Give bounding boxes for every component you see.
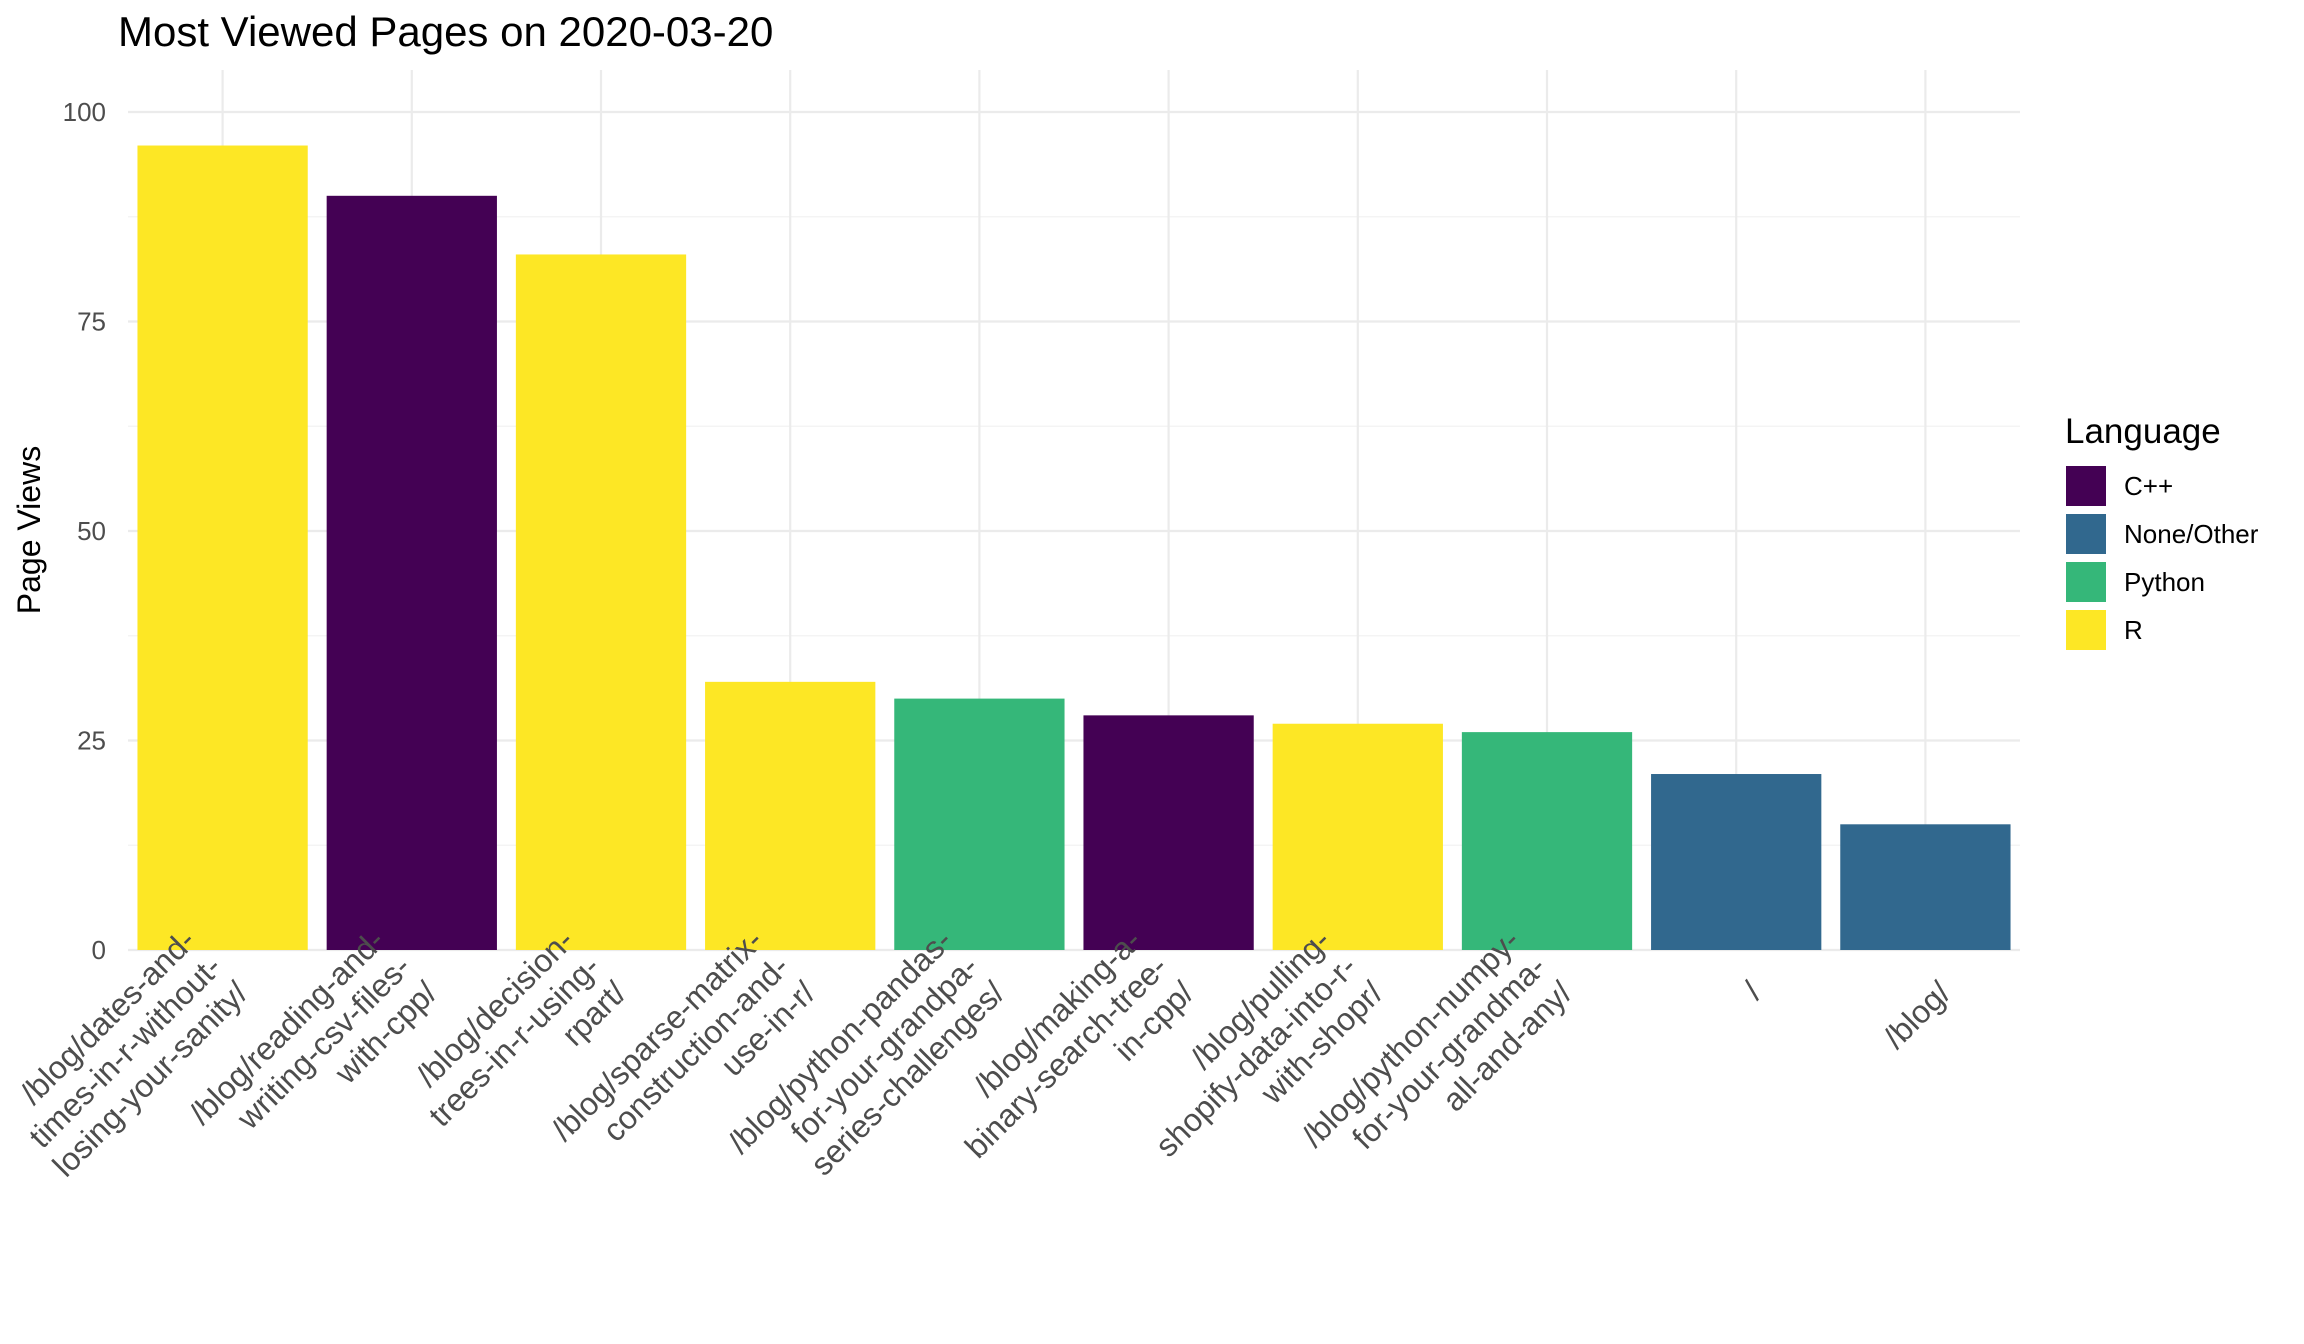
y-axis-label: Page Views [11,446,47,614]
legend-label: C++ [2124,471,2173,501]
bar [326,195,497,951]
bar [515,254,687,950]
x-tick-label-line: /blog/ [1877,974,1958,1055]
bars-layer [137,145,2011,951]
y-tick-label: 75 [77,307,106,337]
legend-label: R [2124,615,2143,645]
legend: Language C++ None/Other Python R [2065,412,2259,650]
bar [137,145,308,950]
legend-label: None/Other [2124,519,2259,549]
legend-label: Python [2124,567,2205,597]
x-tick-label: /blog/dates-and-times-in-r-without-losin… [13,922,254,1183]
bar [1272,723,1443,950]
x-tick-label: /blog/reading-and-writing-csv-files-with… [182,922,444,1136]
y-tick-label: 25 [77,726,106,756]
x-tick-label: / [1736,974,1768,1006]
legend-swatch [2066,562,2106,602]
bar [894,698,1065,950]
chart-title: Most Viewed Pages on 2020-03-20 [118,8,773,55]
y-tick-label: 100 [63,97,106,127]
legend-swatch [2066,610,2106,650]
legend-swatch [2066,466,2106,506]
bar [1083,715,1254,950]
bar [705,681,876,950]
x-axis-ticks: /blog/dates-and-times-in-r-without-losin… [13,922,1958,1183]
x-tick-label: /blog/ [1877,974,1958,1055]
legend-title: Language [2065,412,2221,451]
x-tick-label-line: / [1736,974,1768,1006]
bar [1840,824,2011,950]
legend-swatch [2066,514,2106,554]
bar [1461,732,1633,950]
y-tick-label: 50 [77,516,106,546]
y-axis-ticks: 0 25 50 75 100 [63,97,106,965]
bar [1651,774,1822,950]
y-tick-label: 0 [92,935,106,965]
